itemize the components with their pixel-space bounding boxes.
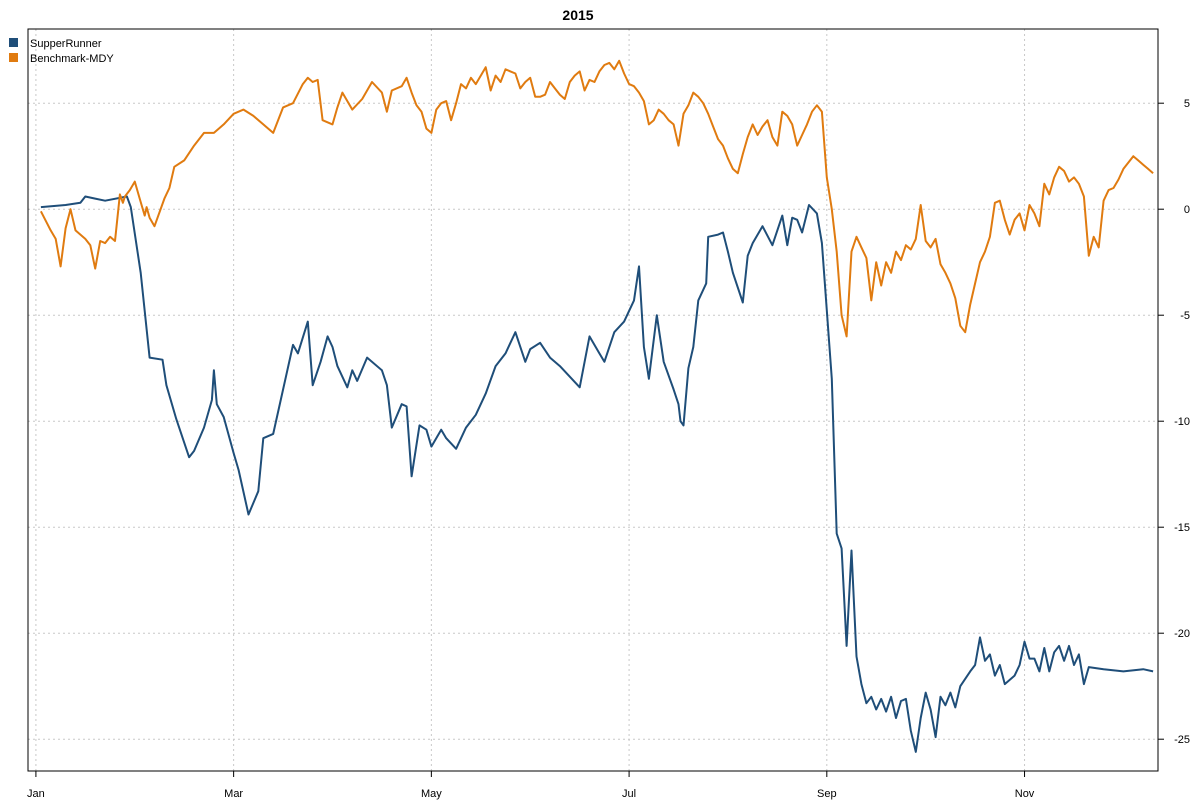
- y-tick-label: -15: [1174, 522, 1190, 534]
- x-tick-label: Jul: [622, 788, 636, 800]
- x-tick-label: Mar: [224, 788, 243, 800]
- series-layer: [40, 59, 1154, 753]
- legend-label-benchmark-mdy: Benchmark-MDY: [30, 53, 114, 65]
- grid: [28, 29, 1158, 771]
- series-line-supperrunner: [40, 195, 1154, 753]
- y-tick-label: 5: [1184, 98, 1190, 110]
- x-tick-label: Jan: [27, 788, 45, 800]
- y-tick-label: -20: [1174, 628, 1190, 640]
- plot-area-frame: [27, 28, 1159, 772]
- legend: SupperRunner Benchmark-MDY: [9, 38, 114, 65]
- x-tick-label: Sep: [817, 788, 837, 800]
- y-tick-label: 0: [1184, 204, 1190, 216]
- legend-swatch-supperrunner: [9, 38, 18, 47]
- x-tick-label: May: [421, 788, 442, 800]
- y-tick-label: -10: [1174, 416, 1190, 428]
- series-line-benchmark-mdy: [40, 59, 1154, 338]
- y-tick-label: -25: [1174, 734, 1190, 746]
- x-tick-label: Nov: [1015, 788, 1035, 800]
- y-tick-label: -5: [1180, 310, 1190, 322]
- chart-title: 2015: [562, 7, 593, 23]
- legend-swatch-benchmark-mdy: [9, 53, 18, 62]
- legend-label-supperrunner: SupperRunner: [30, 38, 102, 50]
- axes: 5 0 -5 -10 -15 -20 -25 Jan Mar May Jul Sep Nov: [27, 98, 1190, 800]
